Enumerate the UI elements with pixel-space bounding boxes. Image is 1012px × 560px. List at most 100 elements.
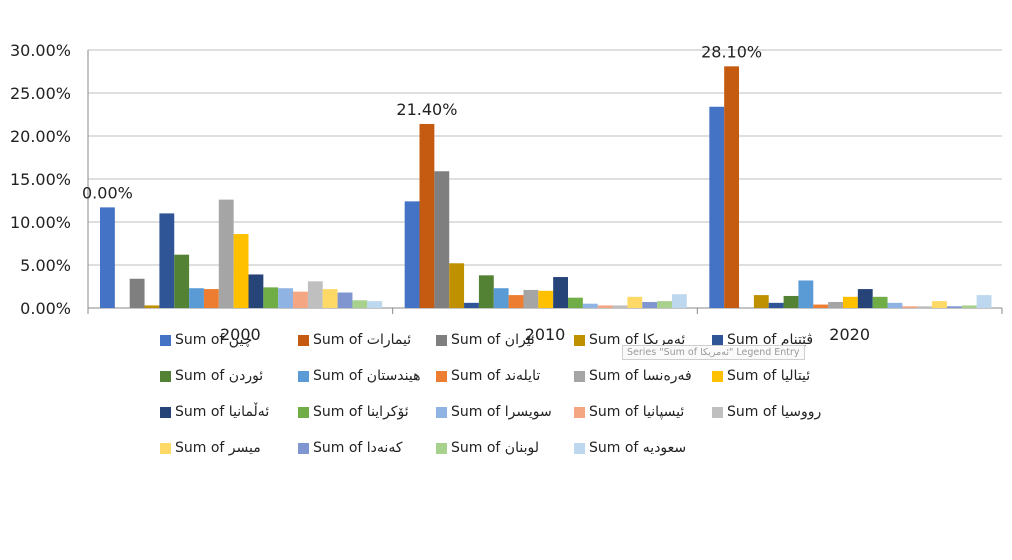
legend-label: Sum of فەرەنسا (589, 368, 692, 384)
bar-6-2020 (783, 295, 799, 308)
legend-label: Sum of چین (175, 332, 253, 348)
bar-9-2020 (828, 301, 843, 308)
legend-swatch (160, 406, 171, 418)
legend-label: Sum of ئوردن (175, 368, 264, 384)
legend-swatch (574, 370, 585, 382)
y-tick-label: 5.00% (20, 256, 71, 275)
legend-label: Sum of ئێران (451, 332, 535, 348)
legend-item[interactable]: Sum of ڤێتنام (712, 322, 850, 358)
bar-15-2020 (917, 306, 933, 308)
chart-legend[interactable]: Sum of چین Sum of ئیمارات Sum of ئێران Sum … (160, 322, 880, 466)
legend-tooltip: Series "Sum of ئەمریکا" Legend Entry (622, 345, 805, 360)
bar-17-2000 (337, 292, 353, 308)
legend-item[interactable]: Sum of کەنەدا (298, 430, 436, 466)
x-tick-label: 2020 (829, 325, 870, 344)
legend-swatch (436, 370, 447, 382)
legend-label: Sum of ئیسپانیا (589, 404, 685, 420)
legend-swatch (298, 406, 309, 418)
legend-swatch (298, 442, 309, 454)
bar-4-2020 (753, 295, 769, 308)
legend-item[interactable]: Sum of میسر (160, 430, 298, 466)
y-tick-label: 20.00% (10, 127, 71, 146)
legend-item[interactable]: Sum of ئێران (436, 322, 574, 358)
y-tick-label: 0.00% (20, 299, 71, 318)
bar-14-2000 (293, 291, 308, 308)
legend-label: Sum of رووسیا (727, 404, 822, 420)
legend-item[interactable]: Sum of ئەڵمانیا (160, 394, 298, 430)
legend-item[interactable]: Sum of تایلەند (436, 358, 574, 394)
bar-14-2020 (902, 306, 918, 308)
legend-item[interactable]: Sum of ئەمریکا (574, 322, 712, 358)
bar-10-2010 (538, 290, 554, 308)
bar-10-2000 (233, 234, 249, 308)
bar-9-2010 (523, 289, 539, 308)
legend-item[interactable]: Sum of رووسیا (712, 394, 850, 430)
legend-item[interactable]: Sum of سویسرا (436, 394, 574, 430)
bar-5-2000 (159, 213, 175, 308)
legend-swatch (574, 334, 585, 346)
bar-6-2010 (478, 275, 494, 308)
legend-label: Sum of ئەمریکا (589, 332, 686, 348)
legend-label: Sum of کەنەدا (313, 440, 403, 456)
legend-label: Sum of ڤێتنام (727, 332, 814, 348)
bar-7-2020 (798, 280, 814, 308)
legend-label: Sum of سعودیە (589, 440, 687, 456)
legend-item[interactable]: Sum of ئوردن (160, 358, 298, 394)
data-label: 0.00% (82, 183, 133, 202)
legend-item[interactable]: Sum of ئیسپانیا (574, 394, 712, 430)
legend-item[interactable]: Sum of چین (160, 322, 298, 358)
bar-14-2010 (597, 305, 613, 308)
bar-13-2020 (887, 302, 903, 308)
legend-item[interactable]: Sum of ئۆکراینا (298, 394, 436, 430)
y-tick-label: 15.00% (10, 170, 71, 189)
legend-swatch (298, 370, 309, 382)
bar-8-2010 (508, 295, 524, 308)
y-tick-label: 30.00% (10, 41, 71, 60)
legend-item[interactable]: Sum of ئیمارات (298, 322, 436, 358)
bar-19-2020 (976, 295, 992, 308)
bar-11-2020 (857, 289, 873, 308)
legend-label: Sum of لوبنان (451, 440, 539, 456)
legend-item[interactable]: Sum of ئیتالیا (712, 358, 850, 394)
bar-11-2000 (248, 274, 264, 308)
y-tick-label: 10.00% (10, 213, 71, 232)
bar-2-2010 (419, 123, 435, 309)
bar-5-2010 (464, 302, 479, 308)
legend-item[interactable]: Sum of سعودیە (574, 430, 712, 466)
legend-item[interactable]: Sum of هیندستان (298, 358, 436, 394)
bar-9-2000 (218, 199, 234, 308)
bar-16-2010 (627, 296, 643, 308)
legend-swatch (574, 442, 585, 454)
bar-2-2020 (724, 66, 740, 308)
legend-label: Sum of تایلەند (451, 368, 541, 384)
legend-item[interactable]: Sum of فەرەنسا (574, 358, 712, 394)
bar-12-2010 (568, 297, 583, 308)
legend-swatch (436, 442, 447, 454)
legend-label: Sum of ئۆکراینا (313, 404, 409, 420)
bar-8-2020 (813, 304, 829, 308)
legend-swatch (436, 334, 447, 346)
y-tick-label: 25.00% (10, 84, 71, 103)
bar-10-2020 (842, 296, 858, 308)
legend-swatch (298, 334, 309, 346)
bar-4-2010 (449, 263, 465, 308)
legend-swatch (160, 334, 171, 346)
legend-swatch (160, 370, 171, 382)
bar-8-2000 (203, 289, 219, 308)
legend-label: Sum of ئەڵمانیا (175, 404, 270, 420)
legend-swatch (712, 334, 723, 346)
legend-label: Sum of میسر (175, 440, 261, 456)
bar-3-2010 (434, 171, 450, 308)
bar-16-2000 (322, 289, 338, 308)
legend-item[interactable]: Sum of لوبنان (436, 430, 574, 466)
legend-label: Sum of هیندستان (313, 368, 421, 384)
legend-label: Sum of ئیمارات (313, 332, 412, 348)
bar-12-2020 (872, 296, 888, 308)
legend-label: Sum of ئیتالیا (727, 368, 811, 384)
legend-swatch (436, 406, 447, 418)
bar-15-2010 (612, 305, 628, 308)
legend-swatch (160, 442, 171, 454)
bar-1-2020 (709, 106, 725, 308)
